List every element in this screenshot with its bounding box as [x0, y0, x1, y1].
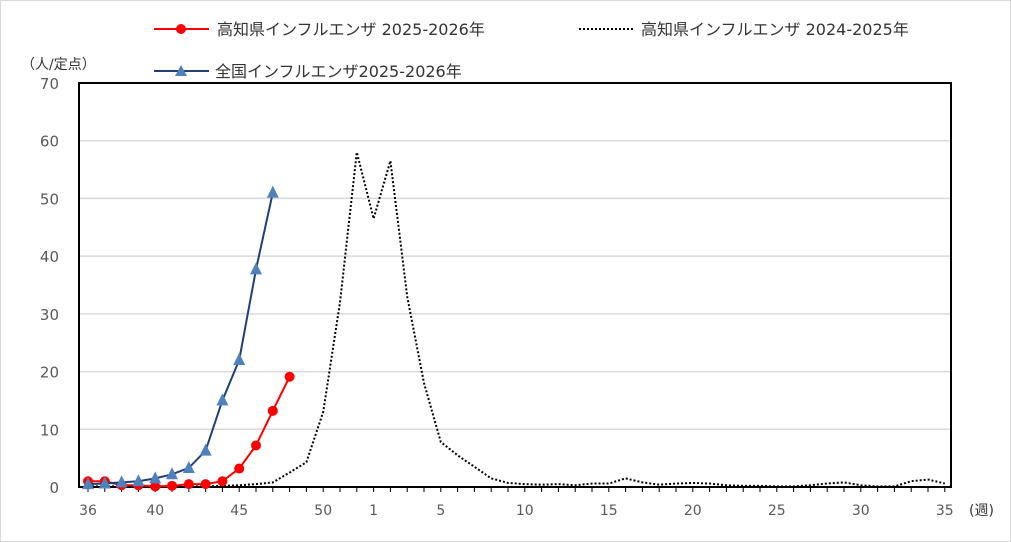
y-tick-label: 0 [49, 479, 59, 497]
x-tick-label: 40 [146, 503, 164, 519]
data-point [200, 479, 211, 490]
x-tick-label: 30 [852, 503, 870, 519]
x-tick-label: 45 [230, 503, 248, 519]
data-point [182, 460, 195, 473]
data-point [216, 393, 229, 406]
data-point [266, 185, 279, 198]
legend-label-kochi-2025: 高知県インフルエンザ 2025-2026年 [217, 20, 485, 39]
data-point [234, 463, 245, 474]
x-tick-label: 25 [768, 503, 786, 519]
data-point [267, 405, 278, 416]
data-point [183, 479, 194, 490]
legend: 高知県インフルエンザ 2025-2026年 高知県インフルエンザ 2024-20… [154, 20, 909, 81]
x-tick-label: 35 [936, 503, 954, 519]
data-point [284, 371, 295, 382]
x-tick-label: 36 [79, 503, 97, 519]
y-tick-label: 60 [40, 133, 59, 151]
data-point [82, 477, 94, 490]
x-axis-label: (週) [969, 503, 994, 519]
y-tick-label: 10 [40, 421, 59, 439]
plot-border [78, 82, 952, 488]
data-point [217, 476, 228, 487]
data-point [132, 474, 145, 487]
data-point [199, 443, 212, 456]
y-tick-label: 30 [40, 306, 59, 324]
data-point [167, 480, 177, 491]
legend-label-kochi-2024: 高知県インフルエンザ 2024-2025年 [641, 20, 909, 39]
data-point [251, 440, 261, 451]
data-point [166, 467, 178, 480]
y-tick-label: 40 [40, 248, 59, 266]
legend-marker-national-2025 [175, 65, 187, 76]
y-tick-label: 50 [40, 190, 59, 208]
x-tick-label: 1 [369, 503, 378, 519]
y-tick-label: 20 [40, 364, 59, 382]
legend-marker-kochi-2025 [176, 24, 186, 34]
series-line-1 [88, 152, 946, 488]
data-point [149, 471, 162, 484]
x-tick-label: 5 [436, 503, 445, 519]
series-line-2 [87, 192, 274, 486]
x-tick-label: 20 [684, 503, 702, 519]
data-point [98, 476, 111, 489]
y-tick-label: 70 [40, 75, 59, 93]
data-point [150, 481, 161, 492]
data-point [233, 353, 246, 366]
legend-label-national-2025: 全国インフルエンザ2025-2026年 [215, 62, 462, 81]
x-tick-label: 50 [314, 503, 332, 519]
y-axis-label: （人/定点） [21, 57, 96, 73]
x-tick-label: 15 [600, 503, 618, 519]
x-tick-label: 10 [516, 503, 534, 519]
data-point [115, 475, 128, 488]
data-point [250, 262, 262, 275]
